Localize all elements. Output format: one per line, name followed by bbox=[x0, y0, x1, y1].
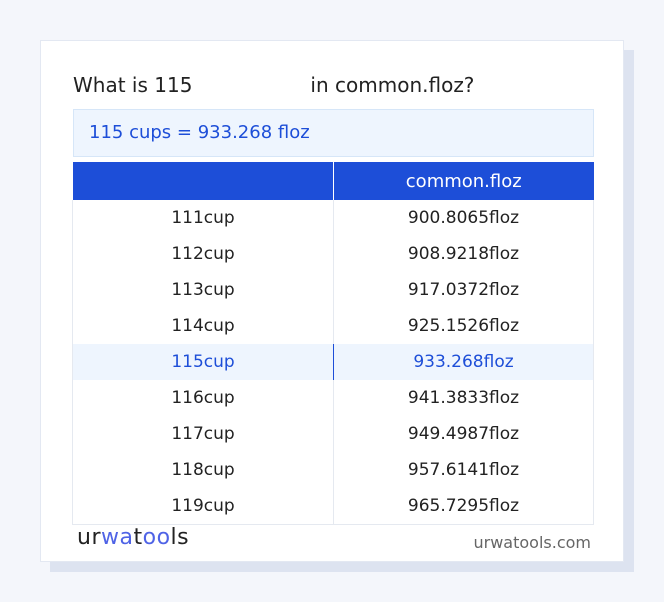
table-row: 113cup 917.0372floz bbox=[72, 272, 594, 308]
value-cell: 908.9218floz bbox=[333, 236, 594, 272]
value-cell: 949.4987floz bbox=[333, 416, 594, 452]
table-row: 116cup 941.3833floz bbox=[72, 380, 594, 416]
table-row: 112cup 908.9218floz bbox=[72, 236, 594, 272]
table-row: 115cup 933.268floz bbox=[72, 344, 594, 380]
page-title: What is 115 in common.floz? bbox=[73, 73, 474, 97]
unit-cell: 117cup bbox=[72, 416, 334, 452]
site-link[interactable]: urwatools.com bbox=[473, 533, 592, 552]
unit-cell: 116cup bbox=[72, 380, 334, 416]
unit-cell: 113cup bbox=[72, 272, 334, 308]
conversion-card: What is 115 in common.floz? 115 cups = 93… bbox=[40, 40, 624, 562]
conversion-table: common.floz 111cup 900.8065floz 112cup 908.… bbox=[72, 162, 594, 525]
table-row: 114cup 925.1526floz bbox=[72, 308, 594, 344]
value-cell: 917.0372floz bbox=[333, 272, 594, 308]
title-prefix: What is 115 bbox=[73, 73, 193, 97]
table-row: 119cup 965.7295floz bbox=[72, 488, 594, 525]
unit-cell: 111cup bbox=[72, 200, 334, 236]
header-to: common.floz bbox=[333, 162, 594, 200]
unit-cell: 118cup bbox=[72, 452, 334, 488]
header-from bbox=[72, 162, 334, 200]
unit-cell: 115cup bbox=[72, 344, 334, 380]
value-cell: 900.8065floz bbox=[333, 200, 594, 236]
value-cell: 933.268floz bbox=[333, 344, 594, 380]
title-suffix: in common.floz? bbox=[310, 73, 475, 97]
urwatools-logo[interactable]: urwatools bbox=[77, 525, 190, 550]
unit-cell: 114cup bbox=[72, 308, 334, 344]
value-cell: 941.3833floz bbox=[333, 380, 594, 416]
value-cell: 957.6141floz bbox=[333, 452, 594, 488]
value-cell: 925.1526floz bbox=[333, 308, 594, 344]
table-row: 117cup 949.4987floz bbox=[72, 416, 594, 452]
table-row: 118cup 957.6141floz bbox=[72, 452, 594, 488]
result-box: 115 cups = 933.268 floz bbox=[73, 109, 594, 157]
unit-cell: 119cup bbox=[72, 488, 334, 525]
table-row: 111cup 900.8065floz bbox=[72, 200, 594, 236]
unit-cell: 112cup bbox=[72, 236, 334, 272]
value-cell: 965.7295floz bbox=[333, 488, 594, 525]
